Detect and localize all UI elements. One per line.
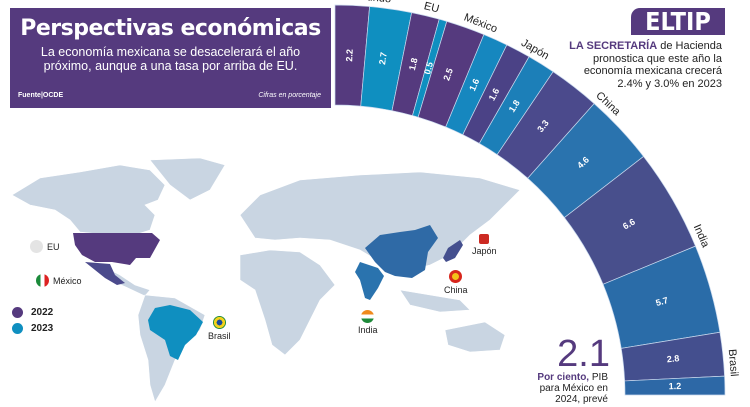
china-flag-icon: [449, 270, 463, 283]
legend-2022: 2022: [12, 307, 53, 318]
units-note: Cifras en porcentaje: [258, 92, 321, 99]
tip-badge: ELTIP: [631, 8, 725, 36]
map-north-america: [11, 164, 166, 239]
map-label-japon: Japón: [472, 234, 497, 256]
value-label-india-2023: 5.7: [655, 295, 670, 308]
map-label-eu: EU: [30, 240, 60, 253]
tip-lead: LA SECRETARÍA: [569, 40, 658, 52]
map-mexico: [85, 262, 125, 285]
callout-lead: Por ciento,: [537, 372, 590, 383]
map-label-mexico-text: México: [53, 275, 82, 286]
value-label-méxico-2023: 1.6: [467, 77, 481, 93]
page-title: Perspectivas económicas: [20, 16, 321, 41]
value-label-méxico-2022: 2.5: [441, 67, 455, 82]
map-label-china: China: [444, 270, 468, 295]
map-brazil: [148, 305, 203, 360]
legend-2023: 2023: [12, 323, 53, 334]
map-label-china-text: China: [444, 285, 468, 295]
map-southeast-asia: [399, 289, 471, 313]
mexico-flag-icon: [36, 274, 49, 287]
source-note: Fuente|OCDE: [18, 92, 64, 99]
map-usa: [73, 233, 160, 265]
map-china: [365, 225, 438, 278]
page-subtitle: La economía mexicana se desacelerará el …: [40, 45, 301, 73]
map-australia: [444, 321, 506, 353]
map-japan: [443, 240, 463, 262]
legend-swatch-2022: [12, 307, 23, 318]
value-label-brasil-2022: 2.8: [666, 353, 679, 364]
map-label-brasil: Brasil: [208, 316, 231, 341]
callout-body: PIB para México en 2024, prevé: [539, 372, 608, 405]
category-label-brasil: Brasil: [726, 349, 740, 377]
map-india: [355, 262, 384, 300]
map-label-india-text: India: [358, 325, 378, 335]
category-label-mundo: Mundo: [357, 0, 392, 5]
map-label-japon-text: Japón: [472, 246, 497, 256]
us-flag-icon: [30, 240, 43, 253]
value-label-mundo-2023: 2.7: [377, 51, 389, 65]
japan-flag-icon: [479, 234, 490, 244]
legend-label-2023: 2023: [31, 323, 54, 335]
map-label-mexico: México: [36, 274, 82, 287]
tip-text: LA SECRETARÍA de Hacienda pronostica que…: [560, 40, 722, 90]
legend-label-2022: 2022: [31, 307, 54, 319]
tip-body: de Hacienda pronostica que este año la e…: [583, 40, 722, 90]
value-label-brasil-2023: 1.2: [669, 381, 682, 391]
callout-value: 2.1: [557, 333, 610, 375]
map-label-india: India: [358, 310, 378, 335]
bar-brasil-2023: [624, 375, 726, 396]
map-label-eu-text: EU: [47, 241, 60, 252]
map-africa: [239, 249, 336, 356]
header-panel: Perspectivas económicas La economía mexi…: [10, 8, 331, 108]
category-label-eu: EU: [423, 0, 441, 15]
india-flag-icon: [361, 310, 375, 323]
map-greenland: [149, 157, 226, 201]
value-label-mundo-2022: 2.2: [344, 49, 355, 62]
callout-text: Por ciento, PIB para México en 2024, pre…: [520, 372, 608, 405]
value-label-eu-2022: 1.8: [407, 57, 420, 71]
legend-swatch-2023: [12, 323, 23, 334]
map-label-brasil-text: Brasil: [208, 331, 231, 341]
brazil-flag-icon: [212, 316, 226, 329]
